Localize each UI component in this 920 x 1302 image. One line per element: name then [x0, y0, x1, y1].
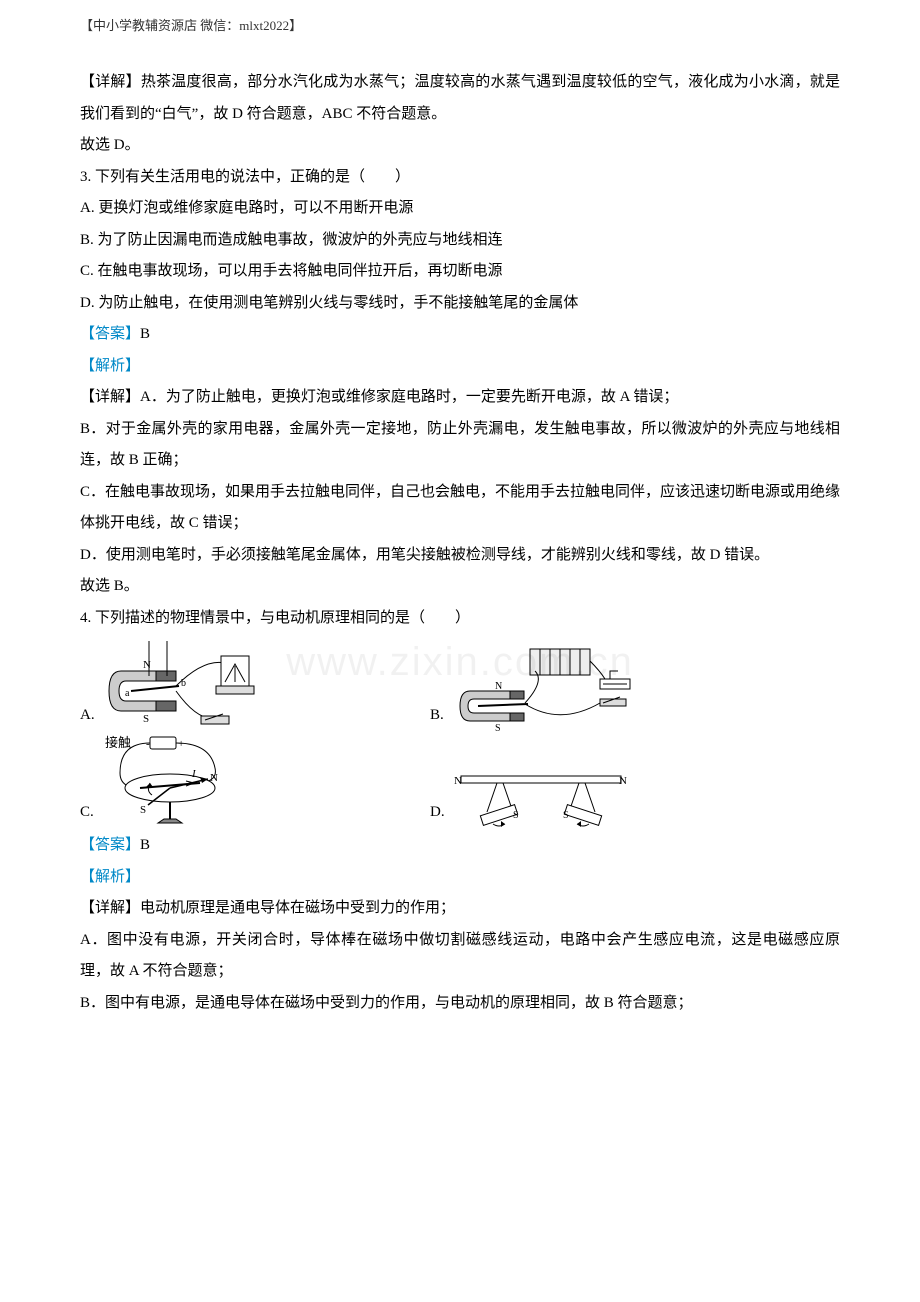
q3-analysis-label: 【解析】 [80, 351, 840, 383]
answer-value: B [140, 837, 150, 853]
q4-detail-intro: 【详解】电动机原理是通电导体在磁场中受到力的作用； [80, 893, 840, 925]
svg-text:接触: 接触 [105, 735, 131, 750]
page-header: 【中小学教辅资源店 微信：mlxt2022】 [80, 12, 840, 39]
svg-text:S: S [143, 713, 149, 725]
figure-d-icon: N N S S [451, 768, 631, 828]
q3-opt-b: B. 为了防止因漏电而造成触电事故，微波炉的外壳应与地线相连 [80, 225, 840, 257]
q3-detail-a: 【详解】A．为了防止触电，更换灯泡或维修家庭电路时，一定要先断开电源，故 A 错… [80, 382, 840, 414]
q3-opt-a: A. 更换灯泡或维修家庭电路时，可以不用断开电源 [80, 193, 840, 225]
answer-value: B [140, 326, 150, 342]
q3-detail-d: D．使用测电笔时，手必须接触笔尾金属体，用笔尖接触被检测导线，才能辨别火线和零线… [80, 540, 840, 572]
answer-label: 【答案】 [80, 837, 140, 853]
q3-opt-d: D. 为防止触电，在使用测电笔辨别火线与零线时，手不能接触笔尾的金属体 [80, 288, 840, 320]
fig-row-ab: A. N S a b [80, 636, 840, 731]
answer-label: 【答案】 [80, 326, 140, 342]
svg-text:N: N [619, 775, 627, 787]
q3-answer: 【答案】B [80, 319, 840, 351]
q3-choose: 故选 B。 [80, 571, 840, 603]
q4-opt-b-letter: B. [430, 700, 444, 732]
figure-b-icon: N S [450, 641, 640, 731]
q4-analysis-label: 【解析】 [80, 862, 840, 894]
svg-text:N: N [454, 775, 462, 787]
q4-detail-a: A．图中没有电源，开关闭合时，导体棒在磁场中做切割磁感线运动，电路中会产生感应电… [80, 925, 840, 988]
svg-text:N: N [495, 681, 502, 692]
svg-text:a: a [125, 688, 130, 699]
q4-answer: 【答案】B [80, 830, 840, 862]
svg-text:+: + [178, 738, 184, 750]
figure-c-icon: 接触 - + I [100, 733, 260, 828]
q3-stem: 3. 下列有关生活用电的说法中，正确的是（ ） [80, 162, 840, 194]
svg-text:S: S [140, 804, 146, 816]
svg-text:N: N [143, 659, 151, 671]
svg-text:S: S [495, 723, 501, 731]
q3-opt-c: C. 在触电事故现场，可以用手去将触电同伴拉开后，再切断电源 [80, 256, 840, 288]
q4-opt-c-letter: C. [80, 797, 94, 829]
q4-opt-a-letter: A. [80, 700, 95, 732]
svg-text:-: - [146, 738, 150, 750]
q2-choose: 故选 D。 [80, 130, 840, 162]
q4-opt-d-letter: D. [430, 797, 445, 829]
figure-a-icon: N S a b [101, 636, 271, 731]
q2-detail: 【详解】热茶温度很高，部分水汽化成为水蒸气；温度较高的水蒸气遇到温度较低的空气，… [80, 67, 840, 130]
q4-stem: 4. 下列描述的物理情景中，与电动机原理相同的是（ ） [80, 603, 840, 635]
q3-detail-c: C．在触电事故现场，如果用手去拉触电同伴，自己也会触电，不能用手去拉触电同伴，应… [80, 477, 840, 540]
svg-text:N: N [210, 772, 218, 784]
q4-detail-b: B．图中有电源，是通电导体在磁场中受到力的作用，与电动机的原理相同，故 B 符合… [80, 988, 840, 1020]
fig-row-cd: C. 接触 - + I [80, 733, 840, 828]
svg-text:S: S [513, 810, 519, 821]
svg-text:S: S [563, 810, 569, 821]
q3-detail-b: B．对于金属外壳的家用电器，金属外壳一定接地，防止外壳漏电，发生触电事故，所以微… [80, 414, 840, 477]
